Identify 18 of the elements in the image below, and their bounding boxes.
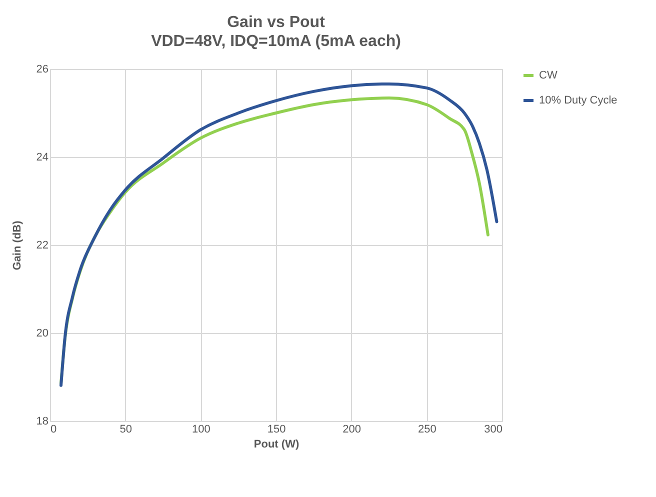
legend-label: 10% Duty Cycle bbox=[539, 94, 618, 106]
chart-title: Gain vs Pout bbox=[227, 14, 326, 31]
x-tick-label: 250 bbox=[418, 424, 436, 436]
y-tick-label: 22 bbox=[36, 240, 48, 252]
legend-label: CW bbox=[539, 70, 558, 82]
x-axis-title: Pout (W) bbox=[254, 438, 300, 450]
y-axis-title: Gain (dB) bbox=[11, 220, 24, 270]
y-tick-label: 18 bbox=[36, 416, 48, 428]
x-tick-label: 0 bbox=[50, 424, 57, 436]
y-tick-label: 24 bbox=[36, 152, 48, 164]
x-tick-label: 50 bbox=[120, 424, 132, 436]
x-tick-label: 200 bbox=[342, 424, 362, 436]
x-tick-label: 300 bbox=[484, 424, 502, 436]
y-tick-label: 20 bbox=[36, 328, 48, 340]
x-tick-label: 100 bbox=[192, 424, 210, 436]
chart-subtitle: VDD=48V, IDQ=10mA (5mA each) bbox=[151, 33, 401, 50]
y-tick-label: 26 bbox=[36, 64, 48, 76]
x-tick-label: 150 bbox=[267, 424, 286, 436]
